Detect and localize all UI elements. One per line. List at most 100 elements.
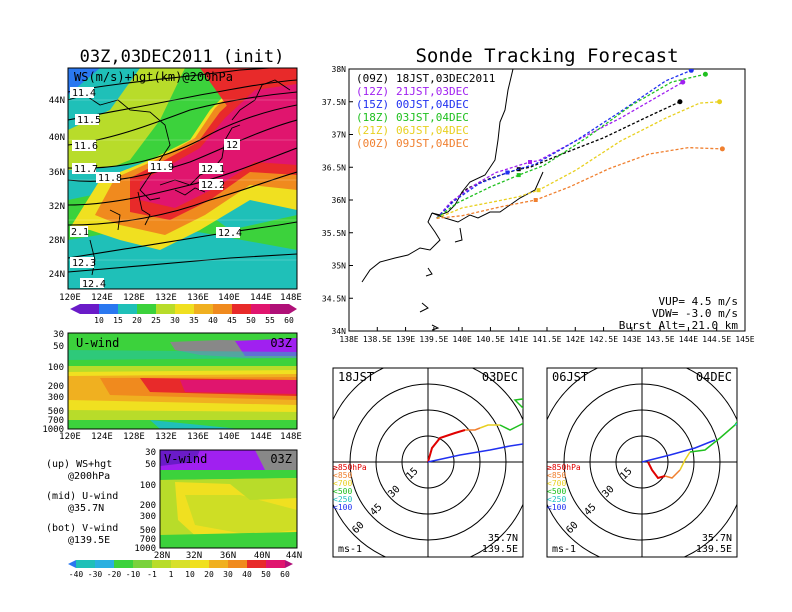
note-line: (bot) V-wind (46, 523, 118, 534)
vwind-p-tick: 500 (140, 526, 156, 536)
wind-colorbar-label: -30 (88, 570, 103, 579)
ws-colorbar-label: 40 (208, 316, 218, 325)
coastline (454, 227, 463, 243)
note-line: @200hPa (68, 471, 110, 482)
hgt-label-12-4a: 12.4 (218, 228, 242, 239)
uwind-p-tick: 30 (53, 330, 64, 340)
track-x-tick-label: 143E (622, 335, 641, 344)
coastline (361, 212, 441, 283)
uwind-lon-tick: 128E (123, 432, 145, 442)
wind-colorbar-label: 40 (242, 570, 252, 579)
coastline (419, 302, 429, 313)
map-lon-tick: 144E (250, 293, 272, 303)
map-lon-tick: 148E (280, 293, 302, 303)
track-series-4 (436, 101, 720, 219)
hodo-legend-item: <700 (333, 479, 352, 488)
note-line: @139.5E (68, 535, 110, 546)
wind-colorbar-label: 30 (223, 570, 233, 579)
hodo1-date: 03DEC (482, 370, 518, 384)
hgt-label-11-7: 11.7 (74, 164, 98, 175)
wind-colorbar-label: -20 (107, 570, 122, 579)
track-x-tick-label: 144.5E (702, 335, 731, 344)
map-lon-tick: 128E (123, 293, 145, 303)
vwind-p-tick: 1000 (134, 544, 156, 554)
track-y-tick-label: 38N (332, 65, 347, 74)
ws-colorbar-label: 55 (265, 316, 275, 325)
hodo2-loc1: 35.7N (702, 533, 732, 544)
hodo-legend-item: <250 (333, 495, 352, 504)
legend-code: (21Z) (356, 124, 389, 137)
map-lat-tick: 40N (49, 133, 65, 143)
map-lat-tick: 24N (49, 270, 65, 280)
tracking-chart: 138E 138.5E 139E 139.5E 140E 140.5E 141E 141.5E… (322, 65, 755, 344)
track-x-tick-label: 143.5E (646, 335, 675, 344)
map-lon-tick: 136E (187, 293, 209, 303)
legend-label: 00JST,04DEC (396, 98, 469, 111)
track-legend: (09Z) 18JST,03DEC2011 (12Z) 21JST,03DEC (1… (356, 72, 495, 150)
uwind-p-tick: 100 (48, 363, 64, 373)
uwind-lon-tick: 144E (250, 432, 272, 442)
legend-label: 18JST,03DEC2011 (396, 72, 495, 85)
param-vdw: VDW= -3.0 m/s (652, 307, 738, 320)
hodo2-date: 04DEC (696, 370, 732, 384)
map-lon-tick: 120E (59, 293, 81, 303)
hgt-label-11-4: 11.4 (72, 88, 96, 99)
track-marker-3 (516, 173, 521, 178)
hodo2-loc2: 139.5E (696, 544, 732, 555)
hgt-label-2-1: 2.1 (71, 227, 89, 238)
vwind-p-tick: 100 (140, 481, 156, 491)
track-x-tick-label: 140E (453, 335, 472, 344)
right-title: Sonde Tracking Forecast (415, 45, 678, 67)
wind-colorbar-label: -1 (147, 570, 157, 579)
track-y-tick-label: 34.5N (322, 294, 346, 303)
track-x-tick-label: 144E (679, 335, 698, 344)
hgt-label-12-3: 12.3 (72, 258, 96, 269)
legend-item: (18Z) 03JST,04DEC (356, 111, 469, 124)
track-x-tick-label: 138E (339, 335, 358, 344)
ws-colorbar-label: 20 (132, 316, 142, 325)
uwind-p-tick: 700 (48, 416, 64, 426)
wind-colorbar-label: -40 (69, 570, 84, 579)
vwind-lat-tick: 40N (254, 551, 270, 561)
hgt-label-12-2: 12.2 (201, 180, 225, 191)
track-x-tick-label: 142.5E (589, 335, 618, 344)
vwind-p-tick: 300 (140, 512, 156, 522)
legend-item: (15Z) 00JST,04DEC (356, 98, 469, 111)
map-lon-tick: 124E (91, 293, 113, 303)
uwind-lon-tick: 124E (91, 432, 113, 442)
hodo2-unit: ms-1 (552, 544, 576, 555)
hodo-legend-item: <100 (333, 503, 352, 512)
hodo1-unit: ms-1 (338, 544, 362, 555)
hodo-legend-item: <850 (547, 471, 566, 480)
hodograph-1: 18JST 03DEC 35.7N 139.5E ms-1 15 30 45 6… (332, 367, 524, 558)
left-title: 03Z,03DEC2011 (init) (80, 47, 285, 67)
legend-code: (09Z) (356, 72, 389, 85)
track-x-tick-label: 139E (396, 335, 415, 344)
uwind-panel: U-wind 03Z 30 50 100 200 300 500 700 100… (42, 330, 302, 442)
uwind-p-tick: 500 (48, 407, 64, 417)
track-x-tick-label: 141.5E (533, 335, 562, 344)
hodo-legend-item: ≥850hPa (333, 463, 367, 472)
legend-code: (12Z) (356, 85, 389, 98)
track-y-tick-label: 37.5N (322, 98, 346, 107)
track-marker-4 (536, 188, 541, 193)
track-series-1 (436, 81, 684, 219)
map-lat-tick: 44N (49, 96, 65, 106)
ws-colorbar-label: 60 (284, 316, 294, 325)
track-y-tick-label: 36N (332, 196, 347, 205)
hodo-legend-item: <100 (547, 503, 566, 512)
hgt-label-12-1: 12.1 (201, 164, 225, 175)
panel-notes: (up) WS+hgt @200hPa (mid) U-wind @35.7N … (46, 459, 118, 546)
vwind-p-tick: 50 (145, 460, 156, 470)
legend-item: (12Z) 21JST,03DEC (356, 85, 469, 98)
hodo2-time: 06JST (552, 370, 588, 384)
wind-colorbar-label: 60 (280, 570, 290, 579)
legend-item: (00Z) 09JST,04DEC (356, 137, 469, 150)
ws-colorbar-label: 10 (94, 316, 104, 325)
uwind-lon-tick: 120E (59, 432, 81, 442)
track-x-tick-label: 139.5E (419, 335, 448, 344)
vwind-p-tick: 200 (140, 501, 156, 511)
legend-label: 03JST,04DEC (396, 111, 469, 124)
track-endpoint-1 (680, 79, 686, 85)
coastline (425, 267, 433, 277)
